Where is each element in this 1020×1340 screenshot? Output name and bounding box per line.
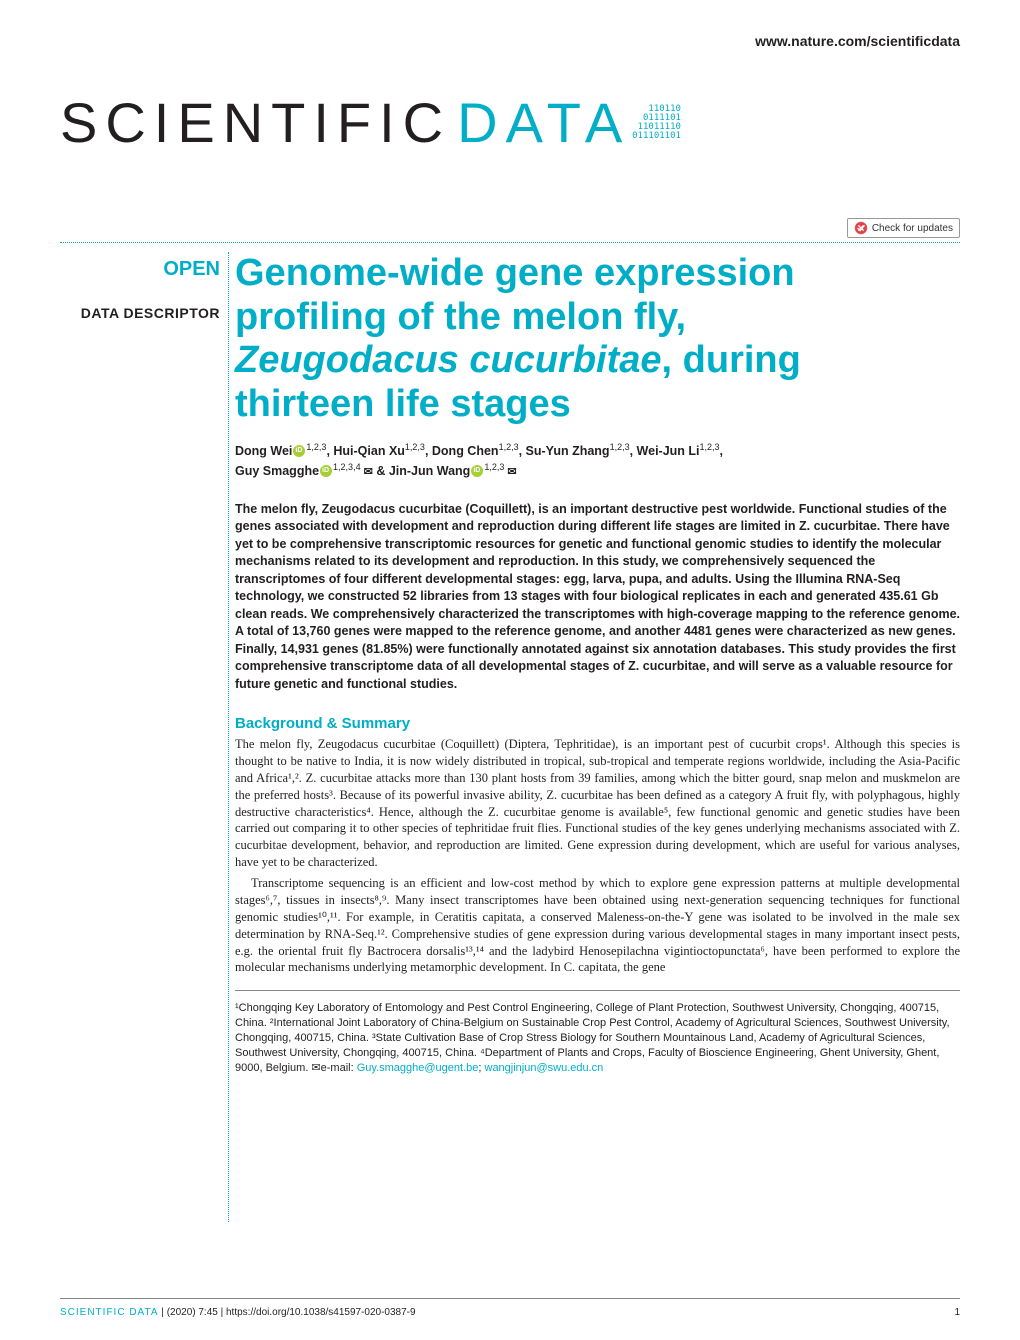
page-footer: SCIENTIFIC DATA | (2020) 7:45 | https://… <box>60 1298 960 1318</box>
corresp-mark: ✉ <box>361 466 373 478</box>
author-1-aff: 1,2,3 <box>306 442 326 452</box>
crossmark-icon <box>854 221 868 235</box>
affiliations-block: ¹Chongqing Key Laboratory of Entomology … <box>235 990 960 1075</box>
corresp-mark: ✉ <box>504 466 516 478</box>
author-6-aff: 1,2,3,4 <box>333 462 361 472</box>
author-5[interactable]: , Wei-Jun Li <box>630 444 700 458</box>
binary-art-icon: 110110 0111101 11011110 011101101 <box>632 105 681 141</box>
footer-sep: | <box>159 1307 167 1318</box>
author-2[interactable]: , Hui-Qian Xu <box>326 444 404 458</box>
author-7[interactable]: & Jin-Jun Wang <box>373 464 470 478</box>
check-updates-button[interactable]: Check for updates <box>847 218 960 238</box>
body-paragraph-1: The melon fly, Zeugodacus cucurbitae (Co… <box>235 736 960 871</box>
author-4[interactable]: , Su-Yun Zhang <box>519 444 610 458</box>
page: www.nature.com/scientificdata SCIENTIFIC… <box>0 0 1020 1340</box>
journal-name-suffix: DATA <box>457 90 630 155</box>
title-line-2: profiling of the melon fly, <box>235 296 686 338</box>
title-species: Zeugodacus cucurbitae <box>235 339 662 381</box>
orcid-icon[interactable] <box>293 445 305 457</box>
email-link-2[interactable]: wangjinjun@swu.edu.cn <box>485 1062 604 1074</box>
main-column: Genome-wide gene expression profiling of… <box>235 252 960 1076</box>
author-4-aff: 1,2,3 <box>610 442 630 452</box>
orcid-icon[interactable] <box>471 465 483 477</box>
content-area: OPEN DATA DESCRIPTOR Genome-wide gene ex… <box>60 252 960 1076</box>
journal-name-prefix: SCIENTIFIC <box>60 90 451 155</box>
footer-citation: (2020) 7:45 | https://doi.org/10.1038/s4… <box>167 1307 416 1318</box>
top-url-bar: www.nature.com/scientificdata <box>60 32 960 51</box>
section-heading-background: Background & Summary <box>235 715 960 732</box>
footer-journal-name: SCIENTIFIC DATA <box>60 1307 159 1318</box>
abstract-text: The melon fly, Zeugodacus cucurbitae (Co… <box>235 501 960 694</box>
article-title: Genome-wide gene expression profiling of… <box>235 252 960 427</box>
title-line-1: Genome-wide gene expression <box>235 252 795 294</box>
footer-page-number: 1 <box>954 1307 960 1318</box>
footer-left: SCIENTIFIC DATA | (2020) 7:45 | https://… <box>60 1307 416 1318</box>
author-7-aff: 1,2,3 <box>484 462 504 472</box>
orcid-icon[interactable] <box>320 465 332 477</box>
journal-url[interactable]: www.nature.com/scientificdata <box>755 33 960 49</box>
journal-logo: SCIENTIFIC DATA 110110 0111101 11011110 … <box>60 90 960 155</box>
open-access-badge: OPEN <box>60 258 220 281</box>
author-6[interactable]: Guy Smagghe <box>235 464 319 478</box>
divider-top <box>60 242 960 243</box>
author-3-aff: 1,2,3 <box>499 442 519 452</box>
check-updates-label: Check for updates <box>872 223 953 234</box>
body-paragraph-2: Transcriptome sequencing is an efficient… <box>235 875 960 976</box>
body-p2-text: Transcriptome sequencing is an efficient… <box>235 875 960 976</box>
author-list: Dong Wei1,2,3, Hui-Qian Xu1,2,3, Dong Ch… <box>235 441 960 481</box>
title-line-4: thirteen life stages <box>235 383 571 425</box>
email-link-1[interactable]: Guy.smagghe@ugent.be <box>357 1062 479 1074</box>
author-5-aff: 1,2,3 <box>700 442 720 452</box>
author-1[interactable]: Dong Wei <box>235 444 292 458</box>
article-type-label: DATA DESCRIPTOR <box>60 305 220 321</box>
author-2-aff: 1,2,3 <box>405 442 425 452</box>
divider-vertical <box>228 252 229 1222</box>
title-line-3-rest: , during <box>662 339 801 381</box>
author-3[interactable]: , Dong Chen <box>425 444 499 458</box>
badge-column: OPEN DATA DESCRIPTOR <box>60 258 220 321</box>
